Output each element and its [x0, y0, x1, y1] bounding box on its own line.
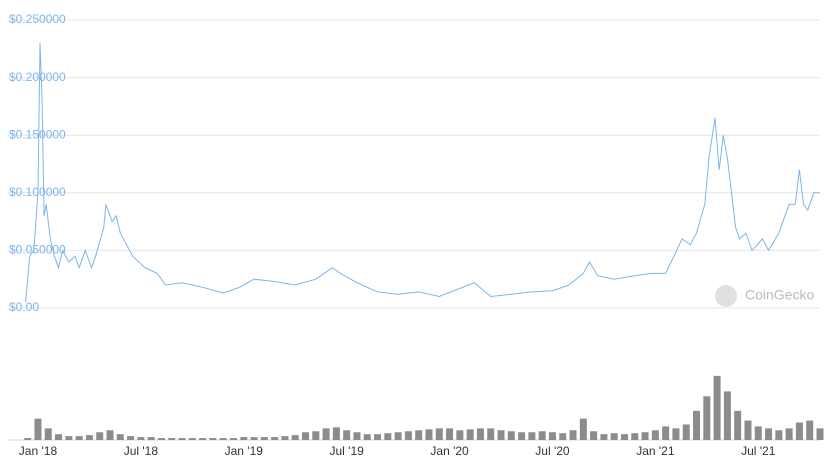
volume-bar	[713, 375, 721, 440]
y-tick-label: $0.00	[9, 300, 39, 314]
volume-bar	[55, 434, 63, 440]
volume-bar	[765, 428, 773, 440]
volume-bar	[106, 430, 114, 440]
volume-bar	[651, 430, 659, 440]
volume-bar	[579, 418, 587, 440]
volume-bar	[384, 433, 392, 440]
volume-bar	[795, 422, 803, 440]
volume-bar	[168, 438, 176, 440]
x-tick-label: Jan '19	[225, 444, 264, 458]
volume-bar	[147, 437, 155, 440]
volume-bar	[24, 438, 32, 440]
volume-bar	[116, 434, 124, 440]
volume-bar	[65, 436, 73, 440]
volume-bar	[322, 428, 330, 440]
x-tick-label: Jul '21	[741, 444, 776, 458]
volume-bar	[178, 438, 186, 440]
volume-bar	[312, 431, 320, 440]
watermark-logo	[715, 285, 737, 307]
volume-bar	[754, 426, 762, 440]
volume-bar	[610, 433, 618, 440]
volume-bar	[75, 436, 83, 440]
volume-bar	[332, 427, 340, 440]
volume-bar	[507, 431, 515, 440]
volume-bar	[672, 428, 680, 440]
volume-bar	[446, 428, 454, 440]
volume-bar	[188, 438, 196, 440]
plot: $0.00$0.050000$0.100000$0.150000$0.20000…	[8, 12, 824, 458]
volume-bar	[394, 432, 402, 440]
volume-bar	[96, 432, 104, 440]
volume-bar	[548, 432, 556, 440]
volume-bar	[816, 428, 824, 440]
volume-bar	[631, 433, 639, 440]
volume-bar	[137, 437, 145, 440]
volume-bar	[157, 438, 165, 440]
y-tick-label: $0.150000	[9, 127, 66, 141]
x-tick-label: Jan '18	[19, 444, 58, 458]
x-tick-label: Jan '21	[636, 444, 675, 458]
volume-bar	[466, 429, 474, 440]
volume-bar	[590, 431, 598, 440]
volume-bar	[291, 435, 299, 440]
volume-bar	[620, 434, 628, 440]
volume-bar	[569, 430, 577, 440]
volume-bar	[425, 429, 433, 440]
volume-bar	[343, 430, 351, 440]
volume-bar	[34, 418, 42, 440]
volume-bar	[229, 438, 237, 440]
volume-bar	[415, 430, 423, 440]
volume-bar	[374, 434, 382, 440]
volume-bar	[127, 436, 135, 440]
volume-bar	[302, 432, 310, 440]
volume-bar	[456, 430, 464, 440]
volume-bar	[785, 428, 793, 440]
y-tick-label: $0.050000	[9, 243, 66, 257]
volume-bar	[281, 436, 289, 440]
volume-bar	[199, 438, 207, 440]
volume-bar	[404, 431, 412, 440]
watermark-text: CoinGecko	[745, 287, 814, 303]
x-tick-label: Jan '20	[430, 444, 469, 458]
volume-bar	[806, 420, 814, 440]
volume-bar	[353, 432, 361, 440]
volume-bar	[85, 435, 93, 440]
watermark: CoinGecko	[715, 285, 814, 307]
volume-bar	[260, 437, 268, 440]
x-tick-label: Jul '20	[535, 444, 570, 458]
volume-bar	[600, 434, 608, 440]
volume-bar	[497, 430, 505, 440]
volume-bar	[682, 424, 690, 440]
volume-bar	[476, 428, 484, 440]
volume-bar	[538, 431, 546, 440]
volume-bar	[219, 438, 227, 440]
volume-bar	[744, 420, 752, 440]
volume-bar	[271, 437, 279, 440]
volume-bar	[703, 396, 711, 440]
volume-bar	[363, 434, 371, 440]
x-tick-label: Jul '19	[330, 444, 365, 458]
volume-bar	[518, 432, 526, 440]
x-tick-label: Jul '18	[124, 444, 159, 458]
volume-bar	[487, 428, 495, 440]
y-tick-label: $0.200000	[9, 70, 66, 84]
volume-bar	[209, 438, 217, 440]
volume-bar	[775, 430, 783, 440]
volume-bar	[250, 437, 258, 440]
volume-bar	[693, 410, 701, 440]
volume-bar	[723, 391, 731, 440]
volume-bar	[528, 432, 536, 440]
volume-bar	[240, 437, 248, 440]
volume-bar	[662, 426, 670, 440]
volume-bar	[734, 410, 742, 440]
volume-bar	[559, 433, 567, 440]
y-tick-label: $0.250000	[9, 12, 66, 26]
volume-bar	[435, 428, 443, 440]
volume-bar	[641, 432, 649, 440]
volume-bar	[44, 428, 52, 440]
price-line	[25, 42, 820, 303]
